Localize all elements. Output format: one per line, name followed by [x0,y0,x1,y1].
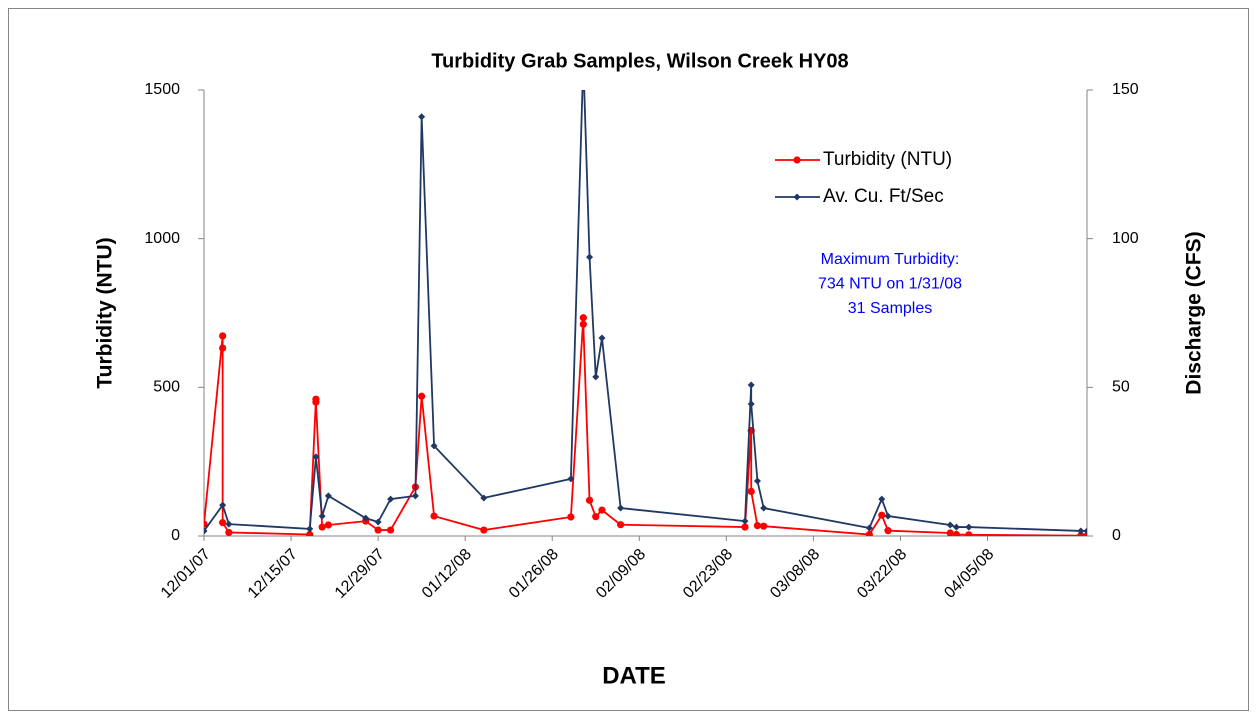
data-point [306,525,314,533]
data-point [617,521,625,529]
data-point [747,400,755,408]
data-point [579,320,587,328]
data-point [480,494,488,502]
data-point [865,530,873,536]
data-point [592,513,600,521]
y2-tick-label: 100 [1112,230,1139,247]
data-point [480,526,488,534]
data-point [386,526,395,534]
data-point [418,113,426,121]
data-point [598,334,606,342]
data-point [747,381,755,389]
data-point [324,521,332,529]
data-point [374,518,382,526]
data-point [306,530,314,536]
y2-tick-label: 150 [1112,81,1139,98]
data-point [411,492,419,500]
data-point [387,495,395,503]
data-point [225,520,233,528]
data-point [430,442,438,450]
data-point [760,504,768,512]
annotation: 31 Samples [848,300,933,317]
data-point [1083,527,1087,535]
data-point [1077,527,1085,535]
data-point [617,504,625,512]
y-tick-label: 0 [171,527,180,544]
data-point [598,506,606,514]
annotation: 734 NTU on 1/31/08 [818,276,962,293]
data-point [741,523,749,531]
data-point [318,512,326,520]
data-point [741,517,749,525]
data-point [965,531,973,536]
data-point [865,524,873,532]
data-point [946,521,954,529]
data-point [219,519,227,527]
y-tick-label: 1000 [144,230,180,247]
y-axis-label: Turbidity (NTU) [94,237,117,388]
data-point [430,512,438,520]
data-point [753,521,762,530]
data-point [592,373,600,381]
legend-label: Turbidity (NTU) [823,149,952,170]
legend-marker [793,193,801,201]
data-point [878,511,886,519]
data-point [952,530,961,536]
data-point [585,496,594,504]
data-point [747,487,755,495]
data-point [374,526,382,534]
data-point [567,513,575,521]
data-point [878,495,886,503]
data-point [567,475,575,483]
data-point [219,332,227,340]
data-point [318,523,326,531]
data-point [225,528,233,536]
annotation: Maximum Turbidity: [821,251,960,268]
data-point [312,453,320,461]
data-point [204,527,208,535]
data-point [324,492,332,500]
legend-label: Av. Cu. Ft/Sec [823,186,944,207]
data-point [946,529,954,536]
data-point [965,523,973,531]
data-point [579,314,587,322]
data-point [760,522,768,530]
plot-area [204,90,1087,536]
data-point [312,398,320,406]
legend-marker [793,156,801,164]
data-point [884,512,892,520]
y2-tick-label: 0 [1112,527,1121,544]
data-point [219,344,227,352]
data-point [586,253,594,261]
data-point [362,514,370,522]
data-point [952,523,960,531]
data-point [753,477,761,485]
y2-axis-label: Discharge (CFS) [1183,231,1206,394]
y-tick-label: 500 [153,379,180,396]
data-point [219,501,227,509]
y-tick-label: 1500 [144,81,180,98]
chart-title: Turbidity Grab Samples, Wilson Creek HY0… [431,50,848,72]
y2-tick-label: 50 [1112,379,1130,396]
chart-border [8,8,1249,711]
data-point [418,392,426,400]
x-axis-label: DATE [602,662,666,689]
data-point [884,527,892,535]
